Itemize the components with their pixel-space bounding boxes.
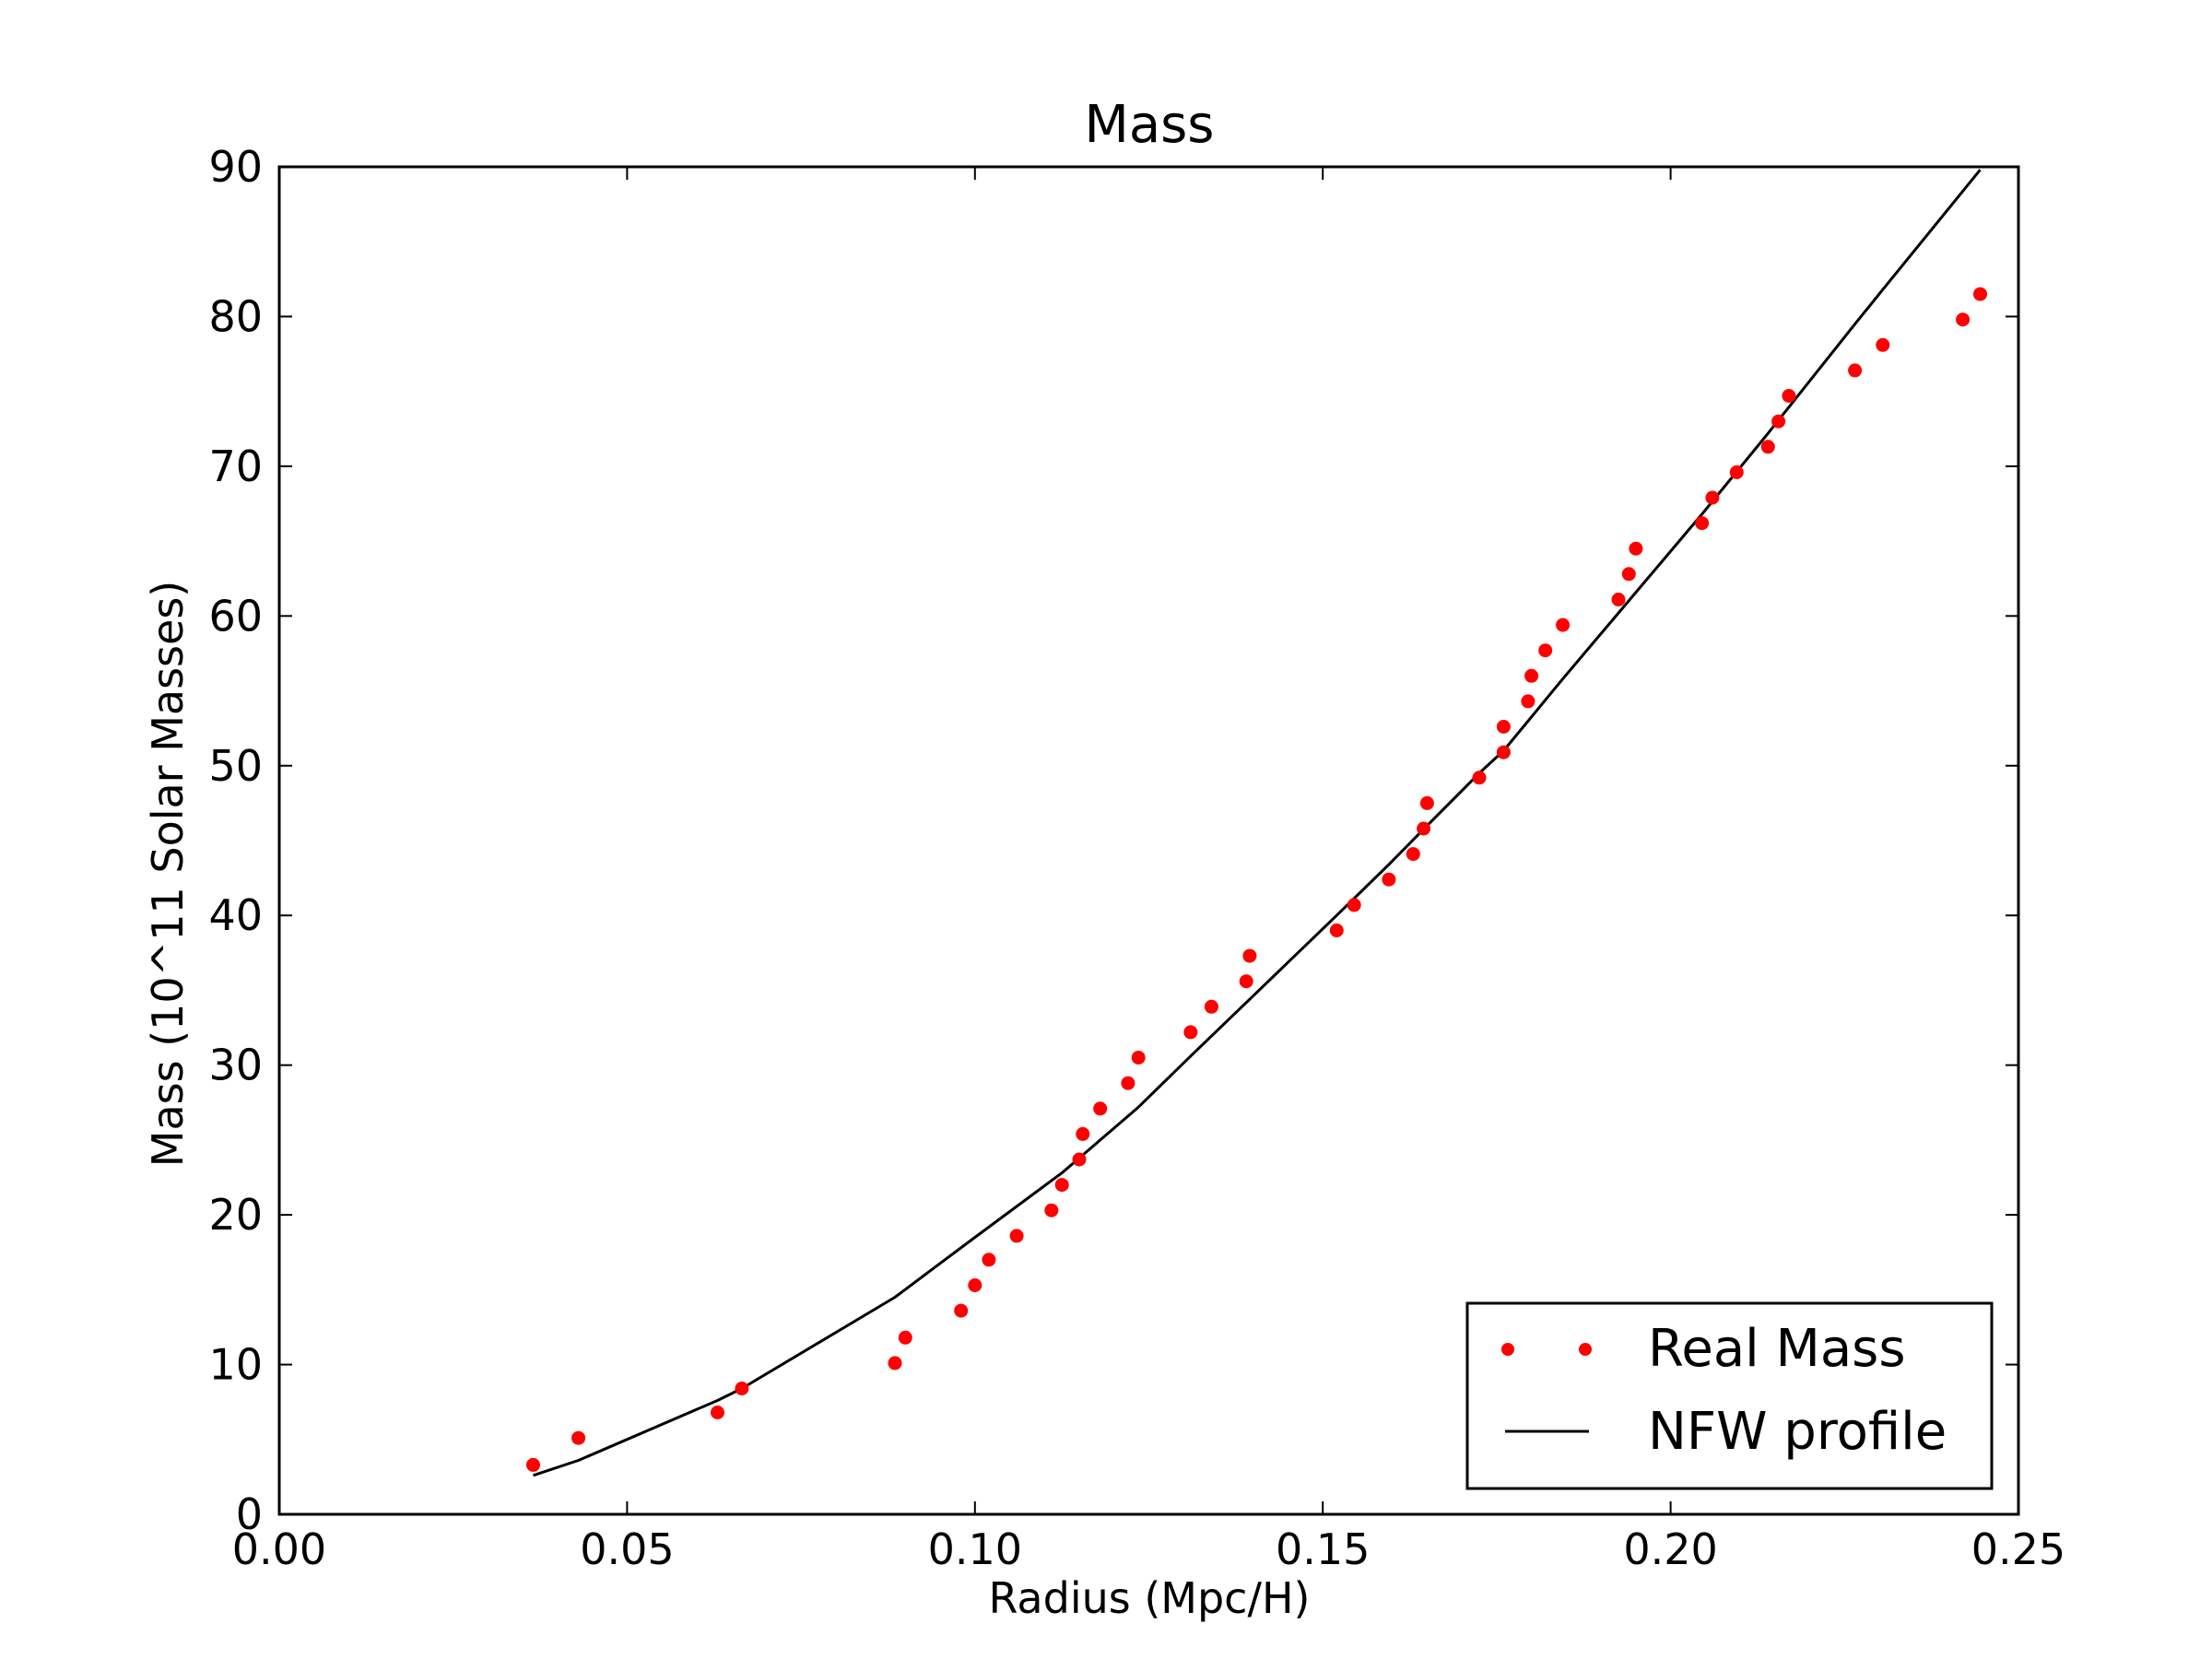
- y-tick-label: 30: [208, 1041, 263, 1090]
- axis-ticks: 0.00 0.05 0.10 0.15 0.20 0.25 0 10 20 30 40 50 60 70 8…: [208, 142, 2065, 1574]
- legend-nfw-profile-label: NFW profile: [1648, 1402, 1947, 1462]
- real-mass-point: [735, 1382, 749, 1395]
- real-mass-point: [1419, 795, 1434, 810]
- real-mass-point: [1782, 389, 1796, 403]
- real-mass-point: [526, 1457, 540, 1472]
- x-axis-label: Radius (Mpc/H): [988, 1573, 1310, 1623]
- real-mass-point: [1044, 1203, 1059, 1218]
- real-mass-point: [1076, 1126, 1090, 1141]
- real-mass-point: [1611, 593, 1626, 606]
- real-mass-point: [968, 1278, 982, 1292]
- real-mass-point: [1695, 516, 1710, 531]
- real-mass-point: [1621, 567, 1636, 582]
- y-tick-label: 0: [236, 1489, 263, 1539]
- real-mass-point: [1848, 363, 1863, 378]
- y-tick-label: 90: [208, 142, 263, 192]
- y-axis-label: Mass (10^11 Solar Masses): [143, 581, 193, 1167]
- x-tick-label: 0.05: [580, 1524, 674, 1574]
- real-mass-point: [1204, 999, 1218, 1014]
- real-mass-point: [1760, 440, 1775, 454]
- real-mass-point: [1239, 974, 1253, 989]
- legend-real-mass-marker: [1579, 1343, 1592, 1356]
- real-mass-point: [1876, 337, 1890, 352]
- legend-real-mass-marker: [1501, 1343, 1514, 1356]
- real-mass-point: [1382, 872, 1396, 887]
- real-mass-point: [1629, 541, 1643, 556]
- real-mass-point: [1072, 1152, 1087, 1167]
- real-mass-point: [1009, 1229, 1024, 1243]
- y-tick-label: 80: [208, 291, 263, 341]
- plot-frame: [277, 165, 2020, 1516]
- real-mass-point: [1093, 1101, 1108, 1116]
- y-tick-label: 10: [208, 1340, 263, 1390]
- y-tick-label: 50: [208, 741, 263, 791]
- x-tick-label: 0.10: [928, 1524, 1022, 1574]
- real-mass-point: [1329, 924, 1344, 937]
- real-mass-point: [1705, 490, 1720, 505]
- real-mass-point: [1496, 745, 1511, 759]
- real-mass-point: [1121, 1076, 1135, 1090]
- legend-box: [1465, 1301, 1994, 1490]
- real-mass-point: [1496, 720, 1511, 734]
- real-mass-point: [1131, 1051, 1146, 1065]
- real-mass-point: [954, 1303, 969, 1318]
- real-mass-point: [898, 1330, 912, 1345]
- real-mass-point: [1729, 465, 1744, 479]
- real-mass-point: [982, 1253, 996, 1267]
- x-tick-label: 0.25: [1971, 1524, 2065, 1574]
- real-mass-point: [1054, 1178, 1069, 1193]
- real-mass-series: [526, 287, 1987, 1472]
- legend-real-mass-label: Real Mass: [1648, 1319, 1906, 1379]
- real-mass-point: [1472, 771, 1487, 785]
- x-tick-label: 0.20: [1623, 1524, 1717, 1574]
- real-mass-point: [1242, 948, 1257, 963]
- real-mass-point: [1183, 1025, 1198, 1040]
- real-mass-point: [1771, 414, 1786, 429]
- real-mass-point: [711, 1406, 724, 1419]
- y-tick-label: 70: [208, 441, 263, 491]
- real-mass-point: [1538, 643, 1553, 658]
- real-mass-point: [1347, 898, 1361, 912]
- real-mass-point: [1556, 618, 1571, 632]
- real-mass-point: [571, 1430, 586, 1445]
- real-mass-point: [1417, 821, 1431, 836]
- real-mass-point: [1406, 847, 1420, 862]
- x-tick-label: 0.15: [1276, 1524, 1370, 1574]
- y-tick-label: 40: [208, 890, 263, 940]
- real-mass-point: [888, 1356, 902, 1371]
- y-tick-label: 20: [208, 1190, 263, 1240]
- legend: Real Mass NFW profile: [1465, 1301, 1994, 1490]
- real-mass-point: [1521, 694, 1535, 709]
- real-mass-point: [1973, 287, 1987, 301]
- x-tick-label: 0.00: [232, 1524, 326, 1574]
- real-mass-point: [1956, 312, 1971, 327]
- y-tick-label: 60: [208, 591, 263, 641]
- real-mass-point: [1524, 668, 1539, 683]
- chart-title: Mass: [1085, 95, 1215, 155]
